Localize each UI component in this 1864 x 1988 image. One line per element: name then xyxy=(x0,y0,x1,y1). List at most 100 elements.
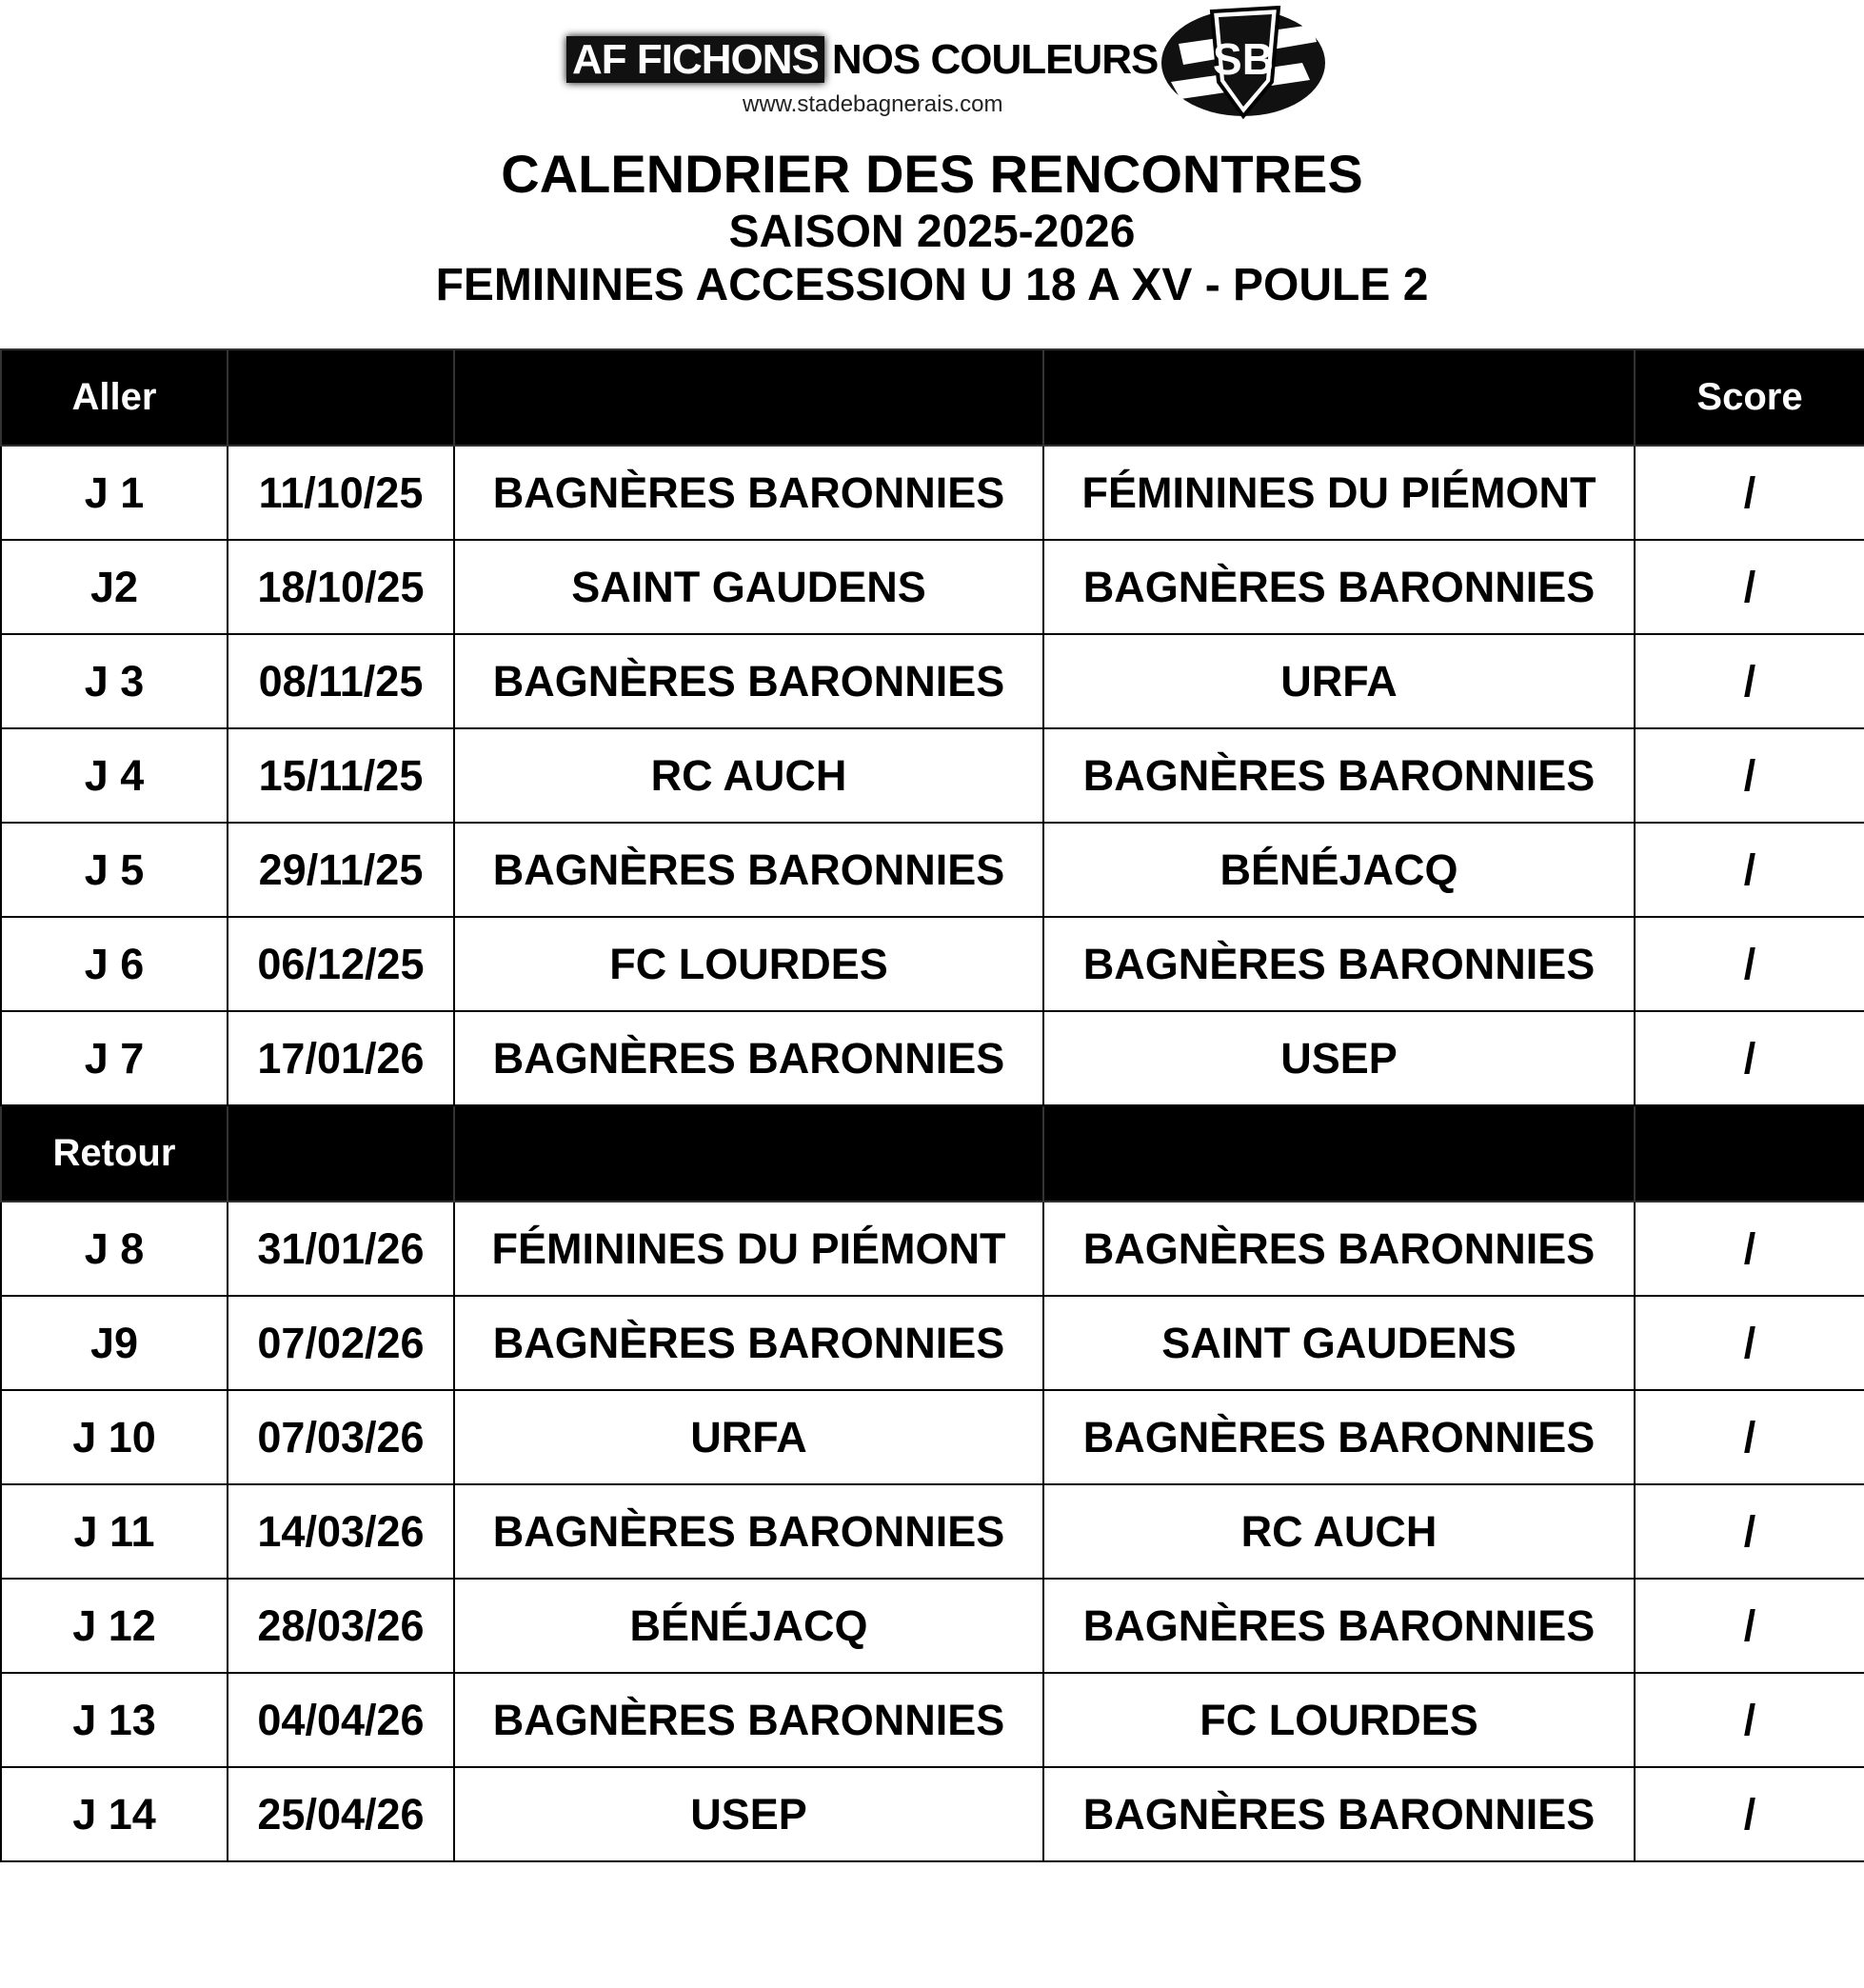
day-cell: J 8 xyxy=(0,1201,228,1297)
fixture-row: J 8 31/01/26 FÉMININES DU PIÉMONT BAGNÈRES … xyxy=(0,1201,1864,1297)
svg-text:SB: SB xyxy=(1213,34,1274,84)
home-cell: BAGNÈRES BARONNIES xyxy=(453,1672,1044,1768)
section-label: Retour xyxy=(0,1104,228,1203)
fixture-row: J 12 28/03/26 BÉNÉJACQ BAGNÈRES BARONNIES / xyxy=(0,1578,1864,1674)
fixture-row: J 14 25/04/26 USEP BAGNÈRES BARONNIES / xyxy=(0,1766,1864,1862)
date-cell: 08/11/25 xyxy=(227,633,455,729)
header-cell xyxy=(1634,1104,1864,1203)
score-cell: / xyxy=(1634,1201,1864,1297)
day-cell: J 10 xyxy=(0,1389,228,1485)
fixture-row: J 7 17/01/26 BAGNÈRES BARONNIES USEP / xyxy=(0,1010,1864,1106)
score-cell: / xyxy=(1634,1578,1864,1674)
day-cell: J 4 xyxy=(0,727,228,824)
home-cell: FC LOURDES xyxy=(453,916,1044,1012)
date-cell: 25/04/26 xyxy=(227,1766,455,1862)
score-cell: / xyxy=(1634,1483,1864,1580)
page-title: CALENDRIER DES RENCONTRES xyxy=(501,144,1363,204)
away-cell: USEP xyxy=(1042,1010,1636,1106)
home-cell: USEP xyxy=(453,1766,1044,1862)
day-cell: J 5 xyxy=(0,822,228,918)
score-cell: / xyxy=(1634,539,1864,635)
score-cell: / xyxy=(1634,1010,1864,1106)
score-cell: / xyxy=(1634,445,1864,541)
date-cell: 15/11/25 xyxy=(227,727,455,824)
away-cell: BAGNÈRES BARONNIES xyxy=(1042,1766,1636,1862)
aller-header-row: Aller Score xyxy=(0,348,1864,447)
away-cell: BAGNÈRES BARONNIES xyxy=(1042,1201,1636,1297)
website-url: www.stadebagnerais.com xyxy=(743,91,1003,117)
score-header: Score xyxy=(1634,348,1864,447)
away-cell: BAGNÈRES BARONNIES xyxy=(1042,539,1636,635)
score-cell: / xyxy=(1634,822,1864,918)
day-cell: J2 xyxy=(0,539,228,635)
home-cell: SAINT GAUDENS xyxy=(453,539,1044,635)
score-cell: / xyxy=(1634,1295,1864,1391)
fixture-row: J 11 14/03/26 BAGNÈRES BARONNIES RC AUCH / xyxy=(0,1483,1864,1580)
date-cell: 04/04/26 xyxy=(227,1672,455,1768)
away-cell: BAGNÈRES BARONNIES xyxy=(1042,727,1636,824)
day-cell: J 12 xyxy=(0,1578,228,1674)
score-cell: / xyxy=(1634,916,1864,1012)
away-cell: BAGNÈRES BARONNIES xyxy=(1042,1389,1636,1485)
fixture-row: J 3 08/11/25 BAGNÈRES BARONNIES URFA / xyxy=(0,633,1864,729)
fixture-row: J 13 04/04/26 BAGNÈRES BARONNIES FC LOURDES… xyxy=(0,1672,1864,1768)
date-cell: 31/01/26 xyxy=(227,1201,455,1297)
day-cell: J 7 xyxy=(0,1010,228,1106)
header-cell xyxy=(1042,1104,1636,1203)
date-cell: 11/10/25 xyxy=(227,445,455,541)
slogan-highlight: AF FICHONS xyxy=(566,36,824,83)
section-label: Aller xyxy=(0,348,228,447)
day-cell: J 14 xyxy=(0,1766,228,1862)
slogan-rest: NOS COULEURS xyxy=(831,36,1159,83)
slogan-logo: AF FICHONS NOS COULEURS xyxy=(566,36,1159,84)
fixture-row: J 10 07/03/26 URFA BAGNÈRES BARONNIES / xyxy=(0,1389,1864,1485)
header-cell xyxy=(453,1104,1044,1203)
away-cell: BAGNÈRES BARONNIES xyxy=(1042,916,1636,1012)
header-cell xyxy=(227,1104,455,1203)
score-cell: / xyxy=(1634,633,1864,729)
score-cell: / xyxy=(1634,1672,1864,1768)
season-subtitle: SAISON 2025-2026 xyxy=(728,207,1136,257)
away-cell: RC AUCH xyxy=(1042,1483,1636,1580)
day-cell: J 3 xyxy=(0,633,228,729)
date-cell: 06/12/25 xyxy=(227,916,455,1012)
fixture-row: J 6 06/12/25 FC LOURDES BAGNÈRES BARONNIES / xyxy=(0,916,1864,1012)
home-cell: BAGNÈRES BARONNIES xyxy=(453,1010,1044,1106)
day-cell: J9 xyxy=(0,1295,228,1391)
home-cell: FÉMININES DU PIÉMONT xyxy=(453,1201,1044,1297)
score-cell: / xyxy=(1634,1389,1864,1485)
away-cell: FÉMININES DU PIÉMONT xyxy=(1042,445,1636,541)
date-cell: 29/11/25 xyxy=(227,822,455,918)
home-cell: BÉNÉJACQ xyxy=(453,1578,1044,1674)
fixture-row: J9 07/02/26 BAGNÈRES BARONNIES SAINT GAUDEN… xyxy=(0,1295,1864,1391)
home-cell: BAGNÈRES BARONNIES xyxy=(453,822,1044,918)
fixture-row: J 1 11/10/25 BAGNÈRES BARONNIES FÉMININES D… xyxy=(0,445,1864,541)
header-cell xyxy=(453,348,1044,447)
away-cell: BÉNÉJACQ xyxy=(1042,822,1636,918)
away-cell: BAGNÈRES BARONNIES xyxy=(1042,1578,1636,1674)
home-cell: BAGNÈRES BARONNIES xyxy=(453,1483,1044,1580)
retour-header-row: Retour xyxy=(0,1104,1864,1203)
home-cell: URFA xyxy=(453,1389,1044,1485)
fixture-row: J 4 15/11/25 RC AUCH BAGNÈRES BARONNIES / xyxy=(0,727,1864,824)
score-cell: / xyxy=(1634,727,1864,824)
home-cell: BAGNÈRES BARONNIES xyxy=(453,633,1044,729)
date-cell: 28/03/26 xyxy=(227,1578,455,1674)
day-cell: J 6 xyxy=(0,916,228,1012)
score-cell: / xyxy=(1634,1766,1864,1862)
day-cell: J 13 xyxy=(0,1672,228,1768)
day-cell: J 1 xyxy=(0,445,228,541)
away-cell: URFA xyxy=(1042,633,1636,729)
fixtures-table: Aller Score J 1 11/10/25 BAGNÈRES BARONNIES F… xyxy=(0,348,1864,1862)
header-cell xyxy=(227,348,455,447)
club-crest-icon: SB xyxy=(1161,6,1325,120)
fixture-row: J 5 29/11/25 BAGNÈRES BARONNIES BÉNÉJACQ / xyxy=(0,822,1864,918)
fixture-row: J2 18/10/25 SAINT GAUDENS BAGNÈRES BARONNIE… xyxy=(0,539,1864,635)
date-cell: 14/03/26 xyxy=(227,1483,455,1580)
competition-subtitle: FEMININES ACCESSION U 18 A XV - POULE 2 xyxy=(435,260,1429,310)
date-cell: 07/02/26 xyxy=(227,1295,455,1391)
home-cell: BAGNÈRES BARONNIES xyxy=(453,445,1044,541)
away-cell: FC LOURDES xyxy=(1042,1672,1636,1768)
day-cell: J 11 xyxy=(0,1483,228,1580)
date-cell: 18/10/25 xyxy=(227,539,455,635)
